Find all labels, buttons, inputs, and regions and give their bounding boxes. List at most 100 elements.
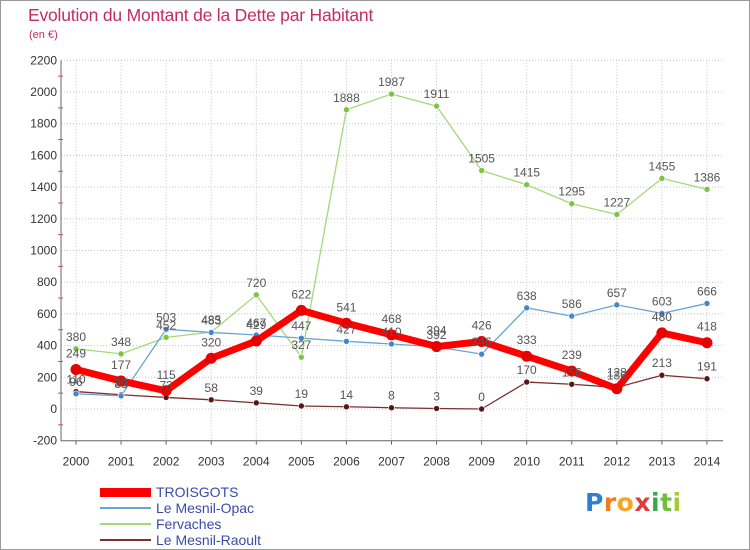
y-tick-label: 1400: [30, 180, 57, 194]
x-tick-label: 2006: [333, 455, 360, 469]
point-le-mesnil-raoult-2011: [568, 380, 576, 388]
x-tick-label: 2008: [423, 455, 450, 469]
y-tick-label: 0: [50, 402, 57, 416]
data-label-troisgots-2003: 320: [201, 335, 221, 349]
point-fervaches-2004: [252, 291, 260, 299]
data-label-le-mesnil-raoult-2010: 170: [517, 363, 537, 377]
y-tick-label: 400: [37, 339, 57, 353]
point-fervaches-2006: [343, 106, 350, 114]
point-fervaches-2012: [613, 211, 621, 218]
point-le-mesnil-opac-2010: [523, 304, 531, 312]
data-label-le-mesnil-opac-2004: 467: [246, 316, 266, 330]
point-le-mesnil-opac-2013: [658, 310, 666, 317]
data-label-le-mesnil-opac-2003: 483: [201, 313, 221, 327]
point-le-mesnil-raoult-2013: [658, 371, 666, 379]
y-tick-label: 800: [37, 275, 57, 289]
series-troisgots: [70, 304, 713, 397]
point-fervaches-2011: [568, 200, 576, 208]
data-label-le-mesnil-opac-2007: 410: [381, 325, 401, 339]
data-label-le-mesnil-opac-2001: 83: [114, 377, 128, 391]
legend-label-troisgots: TROISGOTS: [156, 484, 239, 500]
data-label-fervaches-2009: 1505: [468, 151, 495, 165]
point-le-mesnil-opac-2007: [388, 340, 395, 348]
point-troisgots-2000: [70, 364, 82, 376]
data-label-fervaches-2001: 348: [111, 335, 131, 349]
x-tick-label: 2007: [378, 455, 405, 469]
data-label-troisgots-2002: 115: [157, 368, 176, 382]
line-chart: -200 0 200 400 600 800 1000 1200 1400 1600 1800 200…: [30, 53, 723, 469]
point-troisgots-2010: [521, 350, 533, 362]
point-le-mesnil-raoult-2005: [298, 402, 305, 410]
point-le-mesnil-raoult-2006: [343, 403, 350, 411]
point-troisgots-2008: [431, 341, 443, 353]
y-tick-label: -200: [33, 434, 57, 448]
point-troisgots-2002: [160, 385, 172, 397]
x-tick-label: 2010: [513, 455, 540, 469]
point-fervaches-2001: [117, 350, 125, 358]
point-fervaches-2008: [433, 102, 440, 110]
data-label-le-mesnil-opac-2006: 427: [336, 322, 356, 336]
y-tick-label: 1800: [30, 117, 57, 131]
point-le-mesnil-opac-2000: [72, 390, 80, 398]
data-label-troisgots-2004: 429: [246, 318, 266, 332]
point-troisgots-2014: [701, 337, 713, 349]
y-tick-label: 600: [37, 307, 57, 321]
x-tick-labels: 2000 2001 2002 2003 2004 2005 2006 2007 2008 2009…: [63, 455, 721, 469]
data-label-troisgots-2000: 249: [66, 347, 86, 361]
data-label-le-mesnil-opac-2013: 603: [652, 294, 672, 308]
logo-letter: t: [660, 488, 673, 517]
point-le-mesnil-raoult-2014: [703, 375, 711, 383]
point-fervaches-2009: [478, 167, 485, 174]
point-le-mesnil-opac-2002: [162, 325, 170, 333]
point-fervaches-2014: [703, 186, 711, 193]
point-le-mesnil-opac-2012: [613, 301, 621, 309]
point-troisgots-2005: [295, 304, 307, 316]
point-le-mesnil-raoult-2008: [433, 405, 440, 412]
x-tick-label: 2002: [153, 455, 180, 469]
data-label-le-mesnil-raoult-2004: 39: [250, 384, 264, 398]
legend-item-le-mesnil-opac: Le Mesnil-Opac: [100, 500, 254, 516]
data-label-le-mesnil-raoult-2002: 73: [159, 378, 173, 392]
legend-item-le-mesnil-raoult: Le Mesnil-Raoult: [100, 532, 261, 548]
logo-letter: P: [585, 488, 604, 517]
legend-label-fervaches: Fervaches: [156, 516, 222, 532]
x-tick-label: 2004: [243, 455, 270, 469]
y-tick-label: 1000: [30, 244, 57, 258]
data-label-troisgots-2007: 468: [381, 312, 401, 326]
x-tick-label: 2005: [288, 455, 315, 469]
data-label-troisgots-2011: 239: [562, 348, 582, 362]
data-label-le-mesnil-raoult-2001: 90: [114, 376, 128, 390]
data-label-le-mesnil-opac-2002: 503: [156, 310, 176, 324]
legend-swatch-troisgots: [100, 487, 151, 497]
point-troisgots-2007: [385, 329, 397, 341]
point-troisgots-2004: [250, 335, 262, 347]
point-fervaches-2007: [388, 90, 395, 98]
series-fervaches: [72, 90, 711, 361]
point-le-mesnil-raoult-2010: [523, 378, 531, 386]
data-label-troisgots-2005: 622: [291, 287, 311, 301]
data-label-le-mesnil-raoult-2013: 213: [652, 356, 672, 370]
x-tick-label: 2011: [559, 455, 585, 469]
data-label-fervaches-2013: 1455: [649, 159, 676, 173]
data-label-le-mesnil-raoult-2006: 14: [340, 388, 354, 402]
legend-item-fervaches: Fervaches: [100, 516, 221, 532]
data-label-le-mesnil-raoult-2008: 3: [433, 390, 440, 404]
point-le-mesnil-opac-2003: [207, 329, 215, 336]
y-tick-labels: -200 0 200 400 600 800 1000 1200 1400 1600 1800 200…: [30, 53, 57, 447]
chart-title: Evolution du Montant de la Dette par Hab…: [28, 5, 374, 25]
x-tick-label: 2012: [603, 455, 630, 469]
legend-item-troisgots: TROISGOTS: [100, 484, 238, 500]
data-label-le-mesnil-raoult-2003: 58: [205, 381, 219, 395]
data-label-fervaches-2010: 1415: [513, 166, 540, 180]
legend-swatch-fervaches: [100, 523, 151, 525]
data-label-le-mesnil-opac-2014: 666: [697, 284, 717, 298]
y-tick-label: 200: [37, 370, 57, 384]
point-le-mesnil-opac-2005: [298, 334, 305, 342]
legend-label-le-mesnil-raoult: Le Mesnil-Raoult: [156, 532, 262, 548]
data-label-fervaches-2008: 1911: [424, 87, 450, 101]
data-label-le-mesnil-opac-2011: 586: [562, 297, 582, 311]
data-label-troisgots-2009: 426: [472, 318, 492, 332]
data-label-troisgots-2001: 177: [111, 358, 131, 372]
